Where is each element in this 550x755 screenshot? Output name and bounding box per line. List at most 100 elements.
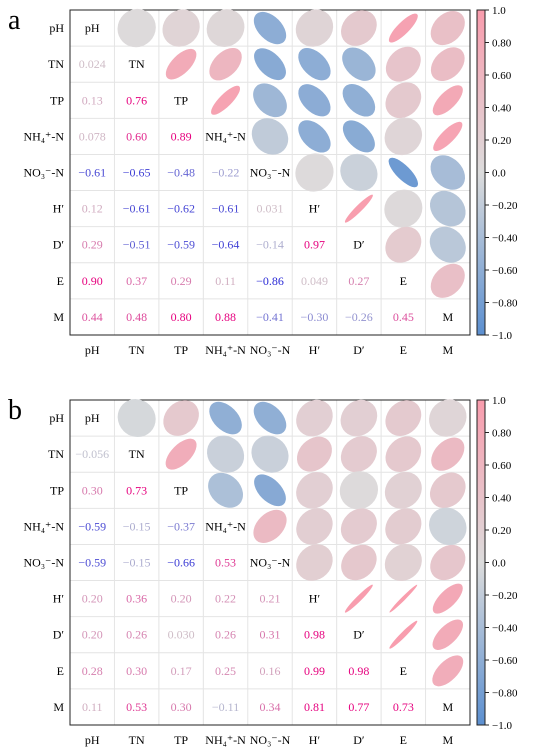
correlation-value: 0.36 (126, 592, 147, 606)
colorbar-tick-label: 0.40 (492, 493, 512, 505)
correlation-value: 0.73 (126, 483, 147, 497)
correlation-value: 0.99 (304, 664, 325, 678)
y-tick-label: pH (49, 21, 64, 35)
correlation-value: 0.81 (304, 700, 325, 714)
correlation-value: 0.27 (348, 274, 369, 288)
correlation-ellipse (384, 471, 422, 509)
correlation-panel-b: pH −0.056 TN 0.30 0.73 TP −0.59 −0.15 −0.37 NH₄⁺-… (23, 395, 518, 747)
correlation-ellipse (206, 9, 245, 47)
correlation-ellipse (296, 471, 333, 509)
x-tick-label: E (400, 733, 407, 747)
correlation-value: 0.26 (126, 628, 147, 642)
colorbar-tick-label: −0.60 (492, 265, 518, 277)
correlation-value: 0.12 (82, 202, 103, 216)
correlation-ellipse (432, 619, 464, 650)
y-tick-label: TP (50, 93, 64, 107)
x-tick-label: TP (174, 343, 188, 357)
correlation-ellipse (430, 544, 466, 581)
correlation-value: 0.89 (171, 129, 192, 143)
correlation-ellipse (251, 118, 289, 155)
correlation-ellipse (253, 11, 287, 45)
correlation-value: 0.30 (171, 700, 192, 714)
x-tick-label: TN (129, 343, 145, 357)
correlation-ellipse (340, 399, 378, 437)
correlation-ellipse (432, 583, 463, 614)
correlation-value: −0.59 (78, 519, 106, 533)
x-tick-label: D′ (353, 343, 365, 357)
colorbar-tick-label: 0.20 (492, 135, 512, 147)
y-tick-label: TN (48, 57, 64, 71)
correlation-ellipse (430, 10, 465, 46)
correlation-value: 0.049 (301, 274, 328, 288)
correlation-ellipse (344, 584, 373, 613)
colorbar-tick-label: 0.20 (492, 525, 512, 537)
panel-a-label: a (8, 5, 21, 36)
diagonal-label: E (400, 274, 407, 288)
colorbar-tick-label: 0.80 (492, 428, 512, 440)
correlation-ellipse (208, 472, 244, 508)
correlation-ellipse (430, 263, 465, 298)
correlation-value: 0.98 (304, 628, 325, 642)
x-tick-label: TP (174, 733, 188, 747)
correlation-value: 0.44 (82, 310, 103, 324)
diagonal-label: TN (129, 447, 145, 461)
correlation-ellipse (342, 120, 375, 153)
colorbar-tick-label: −1.0 (492, 330, 512, 342)
correlation-ellipse (385, 82, 422, 119)
correlation-ellipse (340, 508, 377, 545)
colorbar-tick-label: −0.80 (492, 688, 518, 700)
panel-b-label: b (8, 395, 22, 426)
correlation-value: −0.65 (123, 166, 151, 180)
correlation-value: 0.29 (82, 238, 103, 252)
x-tick-label: M (442, 733, 453, 747)
correlation-ellipse (429, 190, 466, 227)
diagonal-label: TP (174, 93, 188, 107)
correlation-value: −0.30 (301, 310, 329, 324)
correlation-value: 0.11 (215, 274, 236, 288)
correlation-value: 0.25 (215, 664, 236, 678)
correlation-ellipse (389, 584, 418, 613)
x-tick-label: NH₄⁺-N (205, 733, 246, 747)
diagonal-label: E (400, 664, 407, 678)
correlation-ellipse (298, 84, 331, 117)
y-tick-label: NH₄⁺-N (23, 129, 64, 143)
y-tick-label: TN (48, 447, 64, 461)
diagonal-label: NO₃⁻-N (250, 166, 291, 180)
correlation-value: −0.11 (212, 700, 239, 714)
correlation-ellipse (340, 153, 378, 192)
colorbar-gradient (476, 399, 486, 726)
colorbar-a: 1.0 0.80 0.60 0.40 0.20 0.0 −0.20 −0.40 −0.60 −0.… (476, 5, 518, 342)
colorbar-tick-label: 1.0 (492, 395, 506, 407)
correlation-ellipse (253, 509, 287, 543)
correlation-value: 0.53 (126, 700, 147, 714)
correlation-ellipse (342, 47, 376, 81)
correlation-ellipse (295, 9, 334, 47)
correlation-ellipse (253, 401, 287, 435)
colorbar-tick-label: 0.60 (492, 70, 512, 82)
correlation-ellipse (339, 471, 379, 510)
correlation-ellipse (251, 435, 289, 473)
colorbar-tick-label: 0.0 (492, 168, 506, 180)
correlation-ellipse (430, 155, 466, 190)
correlation-ellipse (341, 544, 377, 581)
y-tick-label: E (57, 274, 64, 288)
correlation-value: 0.60 (126, 129, 147, 143)
correlation-ellipse (162, 9, 200, 47)
correlation-value: 0.11 (82, 700, 103, 714)
correlation-value: 0.31 (260, 628, 281, 642)
y-tick-label: H′ (53, 202, 65, 216)
correlation-value: 0.30 (126, 664, 147, 678)
y-tick-label: M (53, 310, 64, 324)
correlation-ellipse (253, 83, 287, 118)
correlation-ellipse (298, 120, 331, 153)
x-tick-label: M (442, 343, 453, 357)
correlation-ellipse (117, 399, 156, 438)
correlation-value: 0.76 (126, 93, 147, 107)
colorbar-tick-label: −1.0 (492, 720, 512, 732)
correlation-value: 0.21 (260, 592, 281, 606)
correlation-value: 0.031 (257, 202, 284, 216)
y-tick-label: NH₄⁺-N (23, 519, 64, 533)
diagonal-label: M (442, 310, 453, 324)
correlation-value: 0.26 (215, 628, 236, 642)
y-tick-label: H′ (53, 592, 65, 606)
